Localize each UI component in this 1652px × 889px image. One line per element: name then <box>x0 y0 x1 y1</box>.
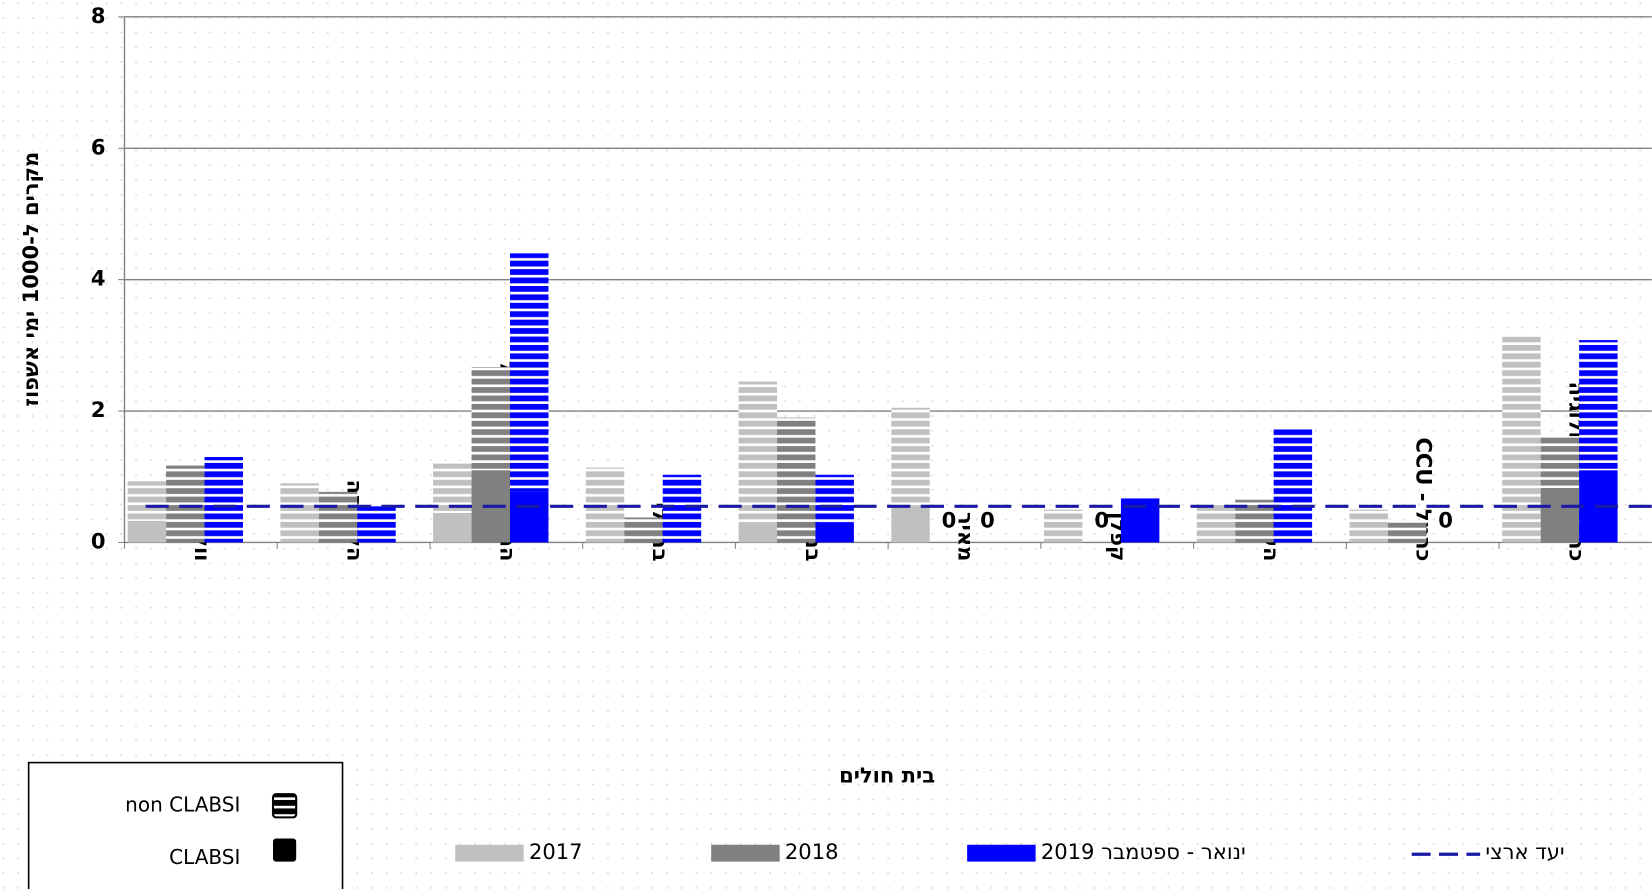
legend-swatch <box>455 844 524 862</box>
clabsi-bar <box>433 512 472 543</box>
non-clabsi-bar <box>1349 509 1388 543</box>
non-clabsi-bar <box>1387 522 1427 543</box>
y-tick-label: 4 <box>91 266 106 291</box>
clabsi-bar <box>1540 487 1580 543</box>
non-clabsi-bar <box>318 491 358 543</box>
non-clabsi-bar <box>777 417 816 543</box>
non-clabsi-bar <box>204 457 243 543</box>
x-tick-label: מאיר <box>954 512 979 561</box>
non-clabsi-bar <box>166 465 205 543</box>
non-clabsi-bar <box>815 474 854 523</box>
non-clabsi-bar <box>1044 509 1083 543</box>
clabsi-bar <box>127 520 167 543</box>
y-tick-label: 6 <box>91 134 106 159</box>
non-clabsi-bar <box>1273 429 1313 543</box>
x-tick-label: כרמל - CCU <box>1412 437 1437 561</box>
non-clabsi-bar <box>891 407 930 507</box>
non-clabsi-bar <box>433 463 472 513</box>
non-clabsi-bar <box>662 474 702 543</box>
legend-swatch <box>967 844 1036 862</box>
y-axis-title: מקרים ל-1000 ימי אשפוז <box>18 152 43 407</box>
legend-label: יעד ארצי <box>1485 839 1564 864</box>
value-label: 0 <box>942 507 957 532</box>
legend-swatch <box>271 793 298 819</box>
non-clabsi-bar <box>357 506 396 543</box>
value-label: 0 <box>980 507 995 532</box>
non-clabsi-bar <box>1502 336 1541 543</box>
clabsi-bar <box>510 491 549 543</box>
clabsi-bar <box>738 522 778 543</box>
value-label: 0 <box>1094 507 1109 532</box>
non-clabsi-bar <box>127 481 167 521</box>
non-clabsi-bar <box>738 381 778 523</box>
legend-swatch <box>273 838 297 862</box>
non-clabsi-bar <box>1196 505 1236 543</box>
non-clabsi-bar <box>1579 340 1618 471</box>
non-clabsi-bar <box>510 253 549 492</box>
clabsi-bar <box>815 522 854 543</box>
value-label: 0 <box>1438 507 1453 532</box>
legend-label: 2018 <box>785 839 839 864</box>
non-clabsi-bar <box>624 517 663 543</box>
legend-label: ינואר - ספטמבר 2019 <box>1041 839 1246 864</box>
y-tick-label: 0 <box>91 528 106 553</box>
legend-label: non CLABSI <box>125 792 240 816</box>
y-tick-label: 2 <box>91 397 106 422</box>
non-clabsi-bar <box>471 367 511 471</box>
clabsi-bar <box>891 506 930 543</box>
segment-legend-box <box>27 761 344 889</box>
non-clabsi-bar <box>1540 436 1580 488</box>
legend-label: 2017 <box>529 839 583 864</box>
x-axis-title: בית חולים <box>839 762 935 787</box>
y-tick-label: 8 <box>91 3 106 28</box>
legend-label: CLABSI <box>169 845 240 869</box>
legend-swatch <box>711 844 780 862</box>
non-clabsi-bar <box>280 483 319 543</box>
